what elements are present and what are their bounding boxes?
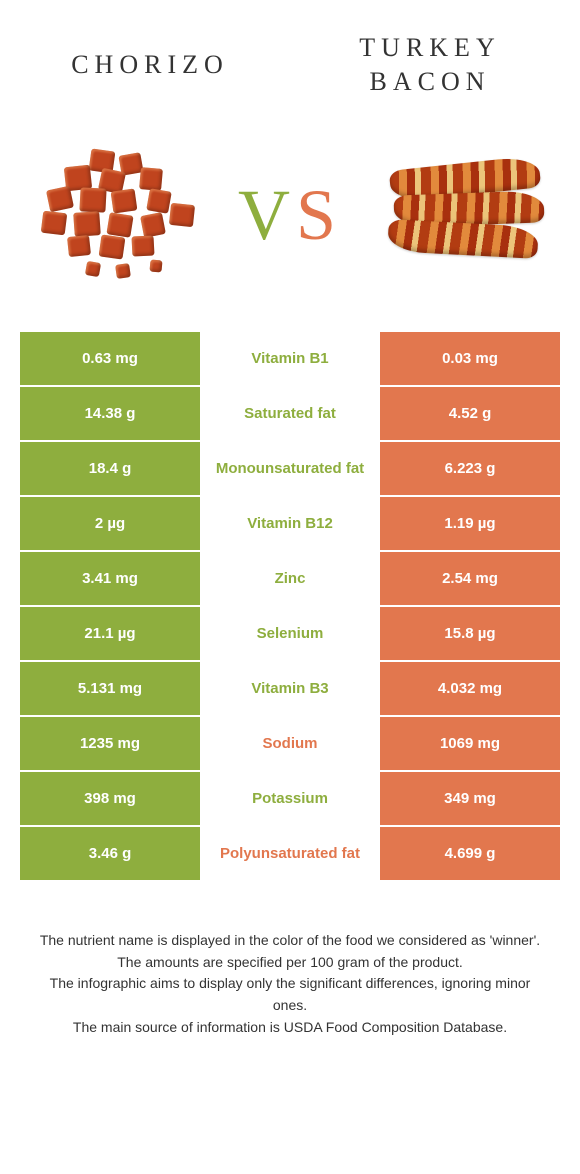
nutrient-name: Vitamin B3 bbox=[200, 662, 380, 715]
nutrient-name: Vitamin B12 bbox=[200, 497, 380, 550]
left-value: 5.131 mg bbox=[20, 662, 200, 715]
vs-v: V bbox=[238, 174, 296, 257]
vs-text: VS bbox=[238, 174, 342, 257]
images-row: VS bbox=[0, 120, 580, 330]
footnotes: The nutrient name is displayed in the co… bbox=[0, 880, 580, 1038]
nutrient-table: 0.63 mgVitamin B10.03 mg14.38 gSaturated… bbox=[20, 330, 560, 880]
header-left: CHORIZO bbox=[20, 30, 280, 100]
nutrient-name: Vitamin B1 bbox=[200, 332, 380, 385]
left-food-title: CHORIZO bbox=[71, 48, 229, 82]
table-row: 14.38 gSaturated fat4.52 g bbox=[20, 385, 560, 440]
table-row: 1235 mgSodium1069 mg bbox=[20, 715, 560, 770]
right-food-title: TURKEY BACON bbox=[300, 31, 560, 99]
right-value: 4.52 g bbox=[380, 387, 560, 440]
right-value: 4.032 mg bbox=[380, 662, 560, 715]
nutrient-name: Sodium bbox=[200, 717, 380, 770]
table-row: 5.131 mgVitamin B34.032 mg bbox=[20, 660, 560, 715]
table-row: 3.46 gPolyunsaturated fat4.699 g bbox=[20, 825, 560, 880]
right-food-image bbox=[370, 145, 560, 285]
footnote-line: The main source of information is USDA F… bbox=[35, 1017, 545, 1039]
table-row: 0.63 mgVitamin B10.03 mg bbox=[20, 330, 560, 385]
header-right: TURKEY BACON bbox=[300, 30, 560, 100]
left-value: 21.1 µg bbox=[20, 607, 200, 660]
right-value: 0.03 mg bbox=[380, 332, 560, 385]
left-value: 18.4 g bbox=[20, 442, 200, 495]
right-value: 1.19 µg bbox=[380, 497, 560, 550]
nutrient-name: Saturated fat bbox=[200, 387, 380, 440]
right-value: 15.8 µg bbox=[380, 607, 560, 660]
right-value: 1069 mg bbox=[380, 717, 560, 770]
nutrient-name: Potassium bbox=[200, 772, 380, 825]
nutrient-name: Selenium bbox=[200, 607, 380, 660]
left-value: 398 mg bbox=[20, 772, 200, 825]
header-spacer bbox=[280, 30, 300, 100]
vs-label: VS bbox=[210, 174, 370, 257]
left-value: 3.41 mg bbox=[20, 552, 200, 605]
table-row: 2 µgVitamin B121.19 µg bbox=[20, 495, 560, 550]
footnote-line: The amounts are specified per 100 gram o… bbox=[35, 952, 545, 974]
chorizo-icon bbox=[30, 140, 200, 290]
footnote-line: The infographic aims to display only the… bbox=[35, 973, 545, 1016]
left-food-image bbox=[20, 140, 210, 290]
header: CHORIZO TURKEY BACON bbox=[0, 0, 580, 120]
table-row: 398 mgPotassium349 mg bbox=[20, 770, 560, 825]
left-value: 2 µg bbox=[20, 497, 200, 550]
right-value: 6.223 g bbox=[380, 442, 560, 495]
vs-s: S bbox=[296, 174, 342, 257]
bacon-icon bbox=[380, 145, 550, 285]
left-value: 3.46 g bbox=[20, 827, 200, 880]
footnote-line: The nutrient name is displayed in the co… bbox=[35, 930, 545, 952]
left-value: 1235 mg bbox=[20, 717, 200, 770]
nutrient-name: Monounsaturated fat bbox=[200, 442, 380, 495]
right-value: 4.699 g bbox=[380, 827, 560, 880]
nutrient-name: Polyunsaturated fat bbox=[200, 827, 380, 880]
table-row: 21.1 µgSelenium15.8 µg bbox=[20, 605, 560, 660]
table-row: 18.4 gMonounsaturated fat6.223 g bbox=[20, 440, 560, 495]
right-value: 349 mg bbox=[380, 772, 560, 825]
right-value: 2.54 mg bbox=[380, 552, 560, 605]
nutrient-name: Zinc bbox=[200, 552, 380, 605]
left-value: 0.63 mg bbox=[20, 332, 200, 385]
table-row: 3.41 mgZinc2.54 mg bbox=[20, 550, 560, 605]
left-value: 14.38 g bbox=[20, 387, 200, 440]
